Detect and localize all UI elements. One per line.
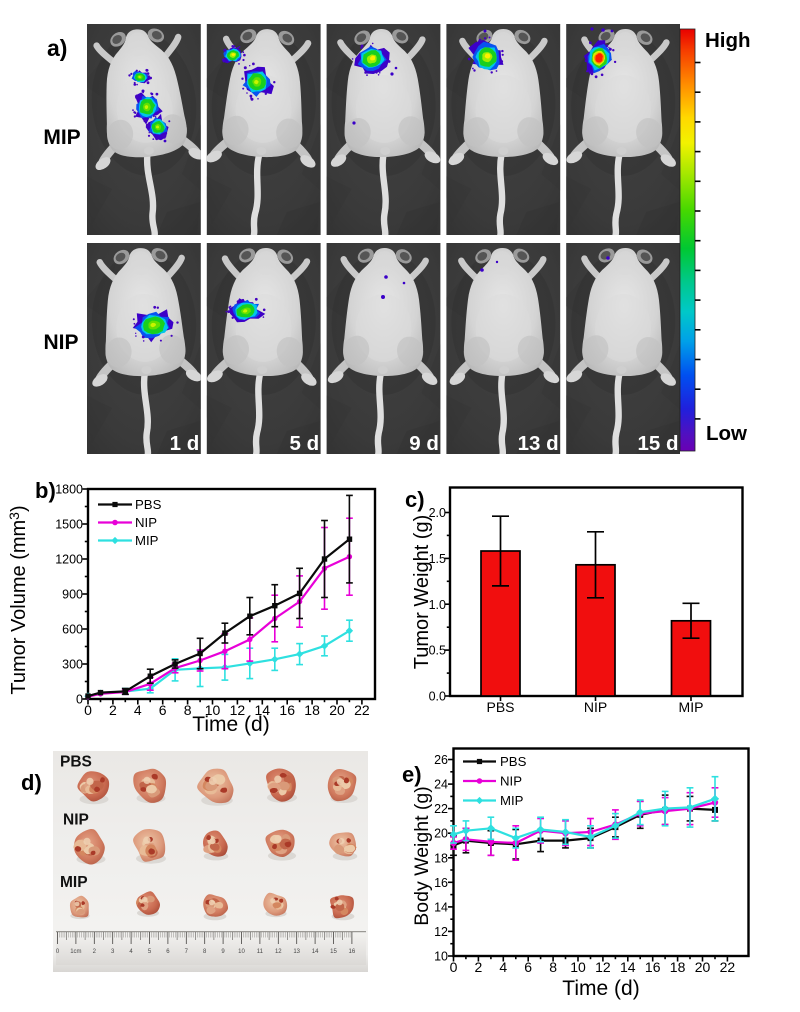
svg-text:22: 22	[434, 802, 448, 816]
svg-text:10: 10	[570, 959, 586, 975]
svg-text:12: 12	[230, 702, 246, 718]
svg-text:6: 6	[159, 702, 167, 718]
svg-text:High: High	[705, 29, 751, 52]
svg-text:300: 300	[62, 658, 83, 672]
svg-text:15: 15	[330, 949, 337, 955]
svg-text:4: 4	[499, 959, 507, 975]
svg-text:600: 600	[62, 623, 83, 637]
svg-text:8: 8	[549, 959, 557, 975]
svg-text:NIP: NIP	[43, 331, 78, 354]
svg-text:4: 4	[134, 702, 142, 718]
svg-text:13: 13	[293, 949, 300, 955]
svg-text:PBS: PBS	[500, 754, 527, 769]
svg-text:2: 2	[475, 959, 483, 975]
svg-text:11: 11	[257, 949, 264, 955]
svg-text:20: 20	[434, 827, 448, 841]
svg-text:9 d: 9 d	[409, 432, 439, 455]
svg-text:e): e)	[402, 762, 422, 787]
svg-text:d): d)	[21, 770, 42, 795]
svg-text:16: 16	[645, 959, 661, 975]
svg-text:c): c)	[405, 487, 425, 512]
svg-text:7: 7	[185, 949, 189, 955]
svg-text:a): a)	[47, 35, 67, 61]
svg-text:MIP: MIP	[60, 874, 88, 891]
svg-text:5 d: 5 d	[289, 432, 319, 455]
svg-text:4: 4	[129, 949, 133, 955]
svg-text:16: 16	[349, 949, 356, 955]
svg-text:Time (d): Time (d)	[192, 713, 269, 736]
svg-text:22: 22	[354, 702, 370, 718]
svg-text:0.5: 0.5	[429, 644, 446, 658]
svg-text:9: 9	[221, 949, 225, 955]
svg-text:900: 900	[62, 588, 83, 602]
svg-text:0.0: 0.0	[429, 690, 446, 704]
svg-text:6: 6	[524, 959, 532, 975]
svg-text:0: 0	[450, 959, 458, 975]
svg-text:1.0: 1.0	[429, 598, 446, 612]
svg-text:PBS: PBS	[60, 754, 92, 771]
svg-text:5: 5	[148, 949, 152, 955]
svg-text:1200: 1200	[55, 553, 83, 567]
svg-text:12: 12	[595, 959, 611, 975]
svg-text:26: 26	[434, 753, 448, 767]
svg-text:10: 10	[205, 702, 221, 718]
svg-text:18: 18	[304, 702, 320, 718]
svg-text:22: 22	[720, 959, 736, 975]
svg-text:15 d: 15 d	[637, 432, 678, 455]
svg-text:12: 12	[275, 949, 282, 955]
svg-text:2: 2	[93, 949, 97, 955]
svg-text:12: 12	[434, 925, 448, 939]
svg-text:8: 8	[184, 702, 192, 718]
svg-text:18: 18	[434, 851, 448, 865]
svg-text:1cm: 1cm	[70, 949, 81, 955]
svg-text:Tumor Volume (mm3): Tumor Volume (mm3)	[6, 505, 30, 694]
svg-text:20: 20	[695, 959, 711, 975]
svg-text:MIP: MIP	[500, 793, 524, 808]
svg-text:14: 14	[620, 959, 636, 975]
svg-text:MIP: MIP	[43, 126, 80, 149]
svg-text:18: 18	[670, 959, 686, 975]
svg-text:6: 6	[166, 949, 170, 955]
svg-text:Low: Low	[706, 422, 747, 445]
svg-text:NIP: NIP	[63, 812, 89, 829]
svg-text:MIP: MIP	[679, 699, 704, 715]
svg-text:24: 24	[434, 778, 448, 792]
svg-text:Tumor Weight (g): Tumor Weight (g)	[411, 515, 433, 669]
svg-text:NIP: NIP	[584, 699, 607, 715]
svg-text:14: 14	[434, 900, 448, 914]
svg-text:1.5: 1.5	[429, 552, 446, 566]
svg-text:NIP: NIP	[500, 774, 522, 789]
svg-text:1500: 1500	[55, 518, 83, 532]
svg-text:20: 20	[329, 702, 345, 718]
svg-text:1 d: 1 d	[170, 432, 200, 455]
svg-text:10: 10	[238, 949, 245, 955]
svg-text:0: 0	[76, 693, 83, 707]
svg-text:14: 14	[255, 702, 271, 718]
svg-text:NIP: NIP	[135, 515, 157, 530]
svg-text:13 d: 13 d	[518, 432, 559, 455]
svg-text:PBS: PBS	[135, 497, 162, 512]
svg-text:2: 2	[109, 702, 117, 718]
svg-text:10: 10	[434, 950, 448, 964]
svg-text:Body Weight (g): Body Weight (g)	[411, 786, 433, 925]
svg-text:0: 0	[56, 949, 60, 955]
svg-text:16: 16	[434, 876, 448, 890]
svg-text:14: 14	[312, 949, 319, 955]
svg-text:Time (d): Time (d)	[562, 977, 639, 1000]
svg-text:0: 0	[84, 702, 92, 718]
svg-text:8: 8	[203, 949, 207, 955]
svg-text:b): b)	[35, 478, 56, 503]
svg-text:16: 16	[279, 702, 295, 718]
svg-text:2.0: 2.0	[429, 506, 446, 520]
svg-text:3: 3	[111, 949, 115, 955]
svg-text:MIP: MIP	[135, 533, 159, 548]
svg-text:PBS: PBS	[486, 699, 514, 715]
svg-text:1800: 1800	[55, 483, 83, 497]
